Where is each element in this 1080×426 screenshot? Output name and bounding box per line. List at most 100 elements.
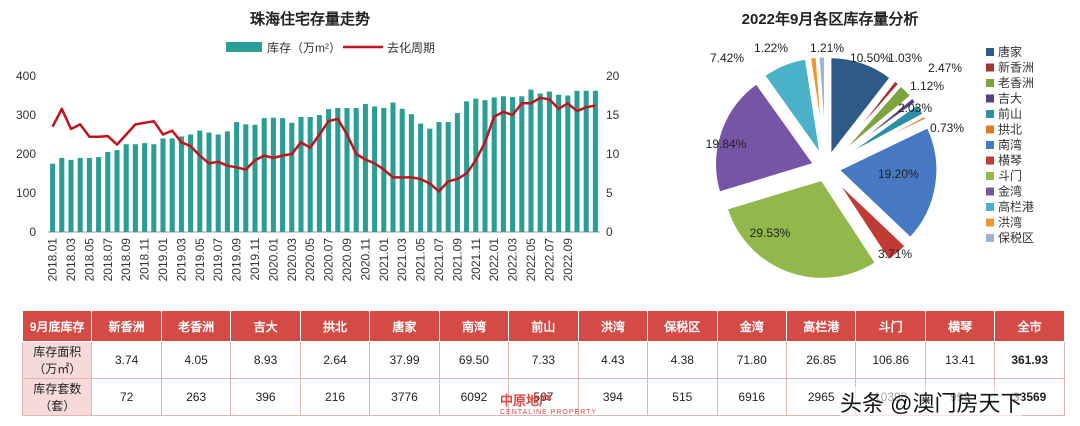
pie-legend-label: 洪湾 [998,215,1022,230]
table-cell: 7.33 [508,341,579,379]
x-tick-label: 2020.09 [340,238,354,282]
stock-bar [298,116,304,232]
table-cell: 2.64 [299,341,371,379]
stock-bar [344,107,350,232]
table-cell: 394 [577,378,649,416]
x-tick-label: 2021.07 [432,238,446,282]
logo-subtext: CENTALINE PROPERTY [500,409,598,416]
table-cell: 72 [91,378,162,416]
stock-bar [583,90,589,232]
x-tick-label: 2019.05 [193,238,207,282]
stock-bar [151,144,157,232]
table-header-cell: 吉大 [230,310,301,342]
stock-bar [592,90,598,232]
table-header-cell: 高栏港 [785,310,857,342]
stock-bar [510,97,516,232]
table-cell: 13.41 [924,341,996,379]
stock-bar [427,128,433,232]
table-header-cell: 全市 [994,310,1065,342]
stock-bar [316,115,322,232]
pie-legend-label: 唐家 [998,44,1022,59]
district-pie-chart: 2022年9月各区库存量分析 10.50%1.03% 2.47% 1.12% 2.03… [706,10,1034,281]
stock-bar [178,136,184,232]
stock-bar [59,157,65,232]
table-cell: 71.80 [716,341,787,379]
stock-bar [160,138,166,232]
stock-bar [326,109,332,232]
stock-bar [188,134,194,232]
stock-bar [362,104,368,232]
x-tick-label: 2022.01 [487,238,501,282]
pie-slice-label: 2.03% [898,101,932,115]
table-cell: 4.38 [647,341,718,379]
stock-bar [500,96,506,232]
stock-bar [169,138,175,232]
pie-slice [724,177,879,281]
pie-legend-swatch [986,110,994,118]
stock-bar [114,150,120,232]
pie-legend-swatch [986,141,994,149]
x-tick-label: 2019.11 [248,238,262,281]
pie-legend-label: 保税区 [998,231,1034,245]
table-cell: 4.43 [577,341,649,379]
x-tick-label: 2021.05 [414,238,428,282]
x-tick-label: 2021.11 [469,238,483,281]
stock-bar [123,144,129,232]
x-tick-label: 2019.01 [156,238,170,282]
turnover-line-path [51,96,596,193]
stock-bar [353,107,359,232]
stock-bar [546,91,552,232]
table-header-cell: 洪湾 [577,310,649,342]
pie-slice-label: 0.73% [930,121,964,135]
pie-legend-label: 拱北 [998,123,1022,137]
stock-bar [252,124,258,232]
stock-bar [408,114,414,232]
legend-bar-label: 库存（万m²） [267,40,341,55]
y-left-tick: 300 [16,108,36,122]
table-cell: 6916 [716,378,787,416]
stock-bar [390,102,396,233]
table-cell: 37.99 [369,341,440,379]
stock-bar [197,130,203,232]
x-tick-label: 2020.03 [285,238,299,282]
legend-line-label: 去化周期 [387,41,435,55]
table-body: 库存面积（万㎡） 3.74 4.05 8.93 2.64 37.99 69.50 7.33 4.… [21,341,1065,416]
pie-slice-label: 10.50% [850,51,891,65]
stock-bar [105,152,111,232]
x-tick-label: 2020.11 [358,238,372,281]
pie-legend-swatch [986,187,994,196]
x-tick-label: 2021.09 [450,238,464,282]
pie-legend-label: 金湾 [998,184,1022,199]
source-credit: 头条 @澳门房天下 [840,386,1023,418]
x-tick-label: 2018.01 [46,238,60,282]
pie-slice-label: 3.71% [878,247,912,261]
stock-trend-legend: 库存（万m²） 去化周期 [226,40,435,55]
stock-bar [454,113,460,232]
pie-slice [713,80,818,196]
centaline-logo: 中原地产 CENTALINE PROPERTY [500,390,597,416]
stock-bar [519,96,525,232]
stock-bar [491,97,497,232]
x-tick-label: 2020.01 [266,238,280,282]
stock-bar [206,132,212,232]
table-header-cell: 拱北 [299,310,371,342]
table-cell: 3.74 [91,341,162,379]
stock-bar [77,157,83,232]
pie-legend-label: 新香洲 [998,60,1034,75]
x-tick-label: 2018.03 [64,238,78,282]
table-cell: 3776 [369,378,440,416]
table-header-cell: 唐家 [369,310,440,342]
stock-bar [335,107,341,232]
pie-legend-label: 南湾 [998,137,1022,152]
pie-legend-label: 吉大 [998,92,1022,106]
table-cell: 396 [230,378,301,416]
stock-trend-chart: 珠海住宅存量走势 库存（万m²） 去化周期 0 100 200 300 400 0 5 10 1… [16,10,620,282]
stock-bar [399,108,405,232]
pie-legend-swatch [986,94,994,103]
x-tick-label: 2022.03 [506,238,520,282]
table-header-cell: 金湾 [716,310,787,342]
pie-slices [713,54,940,281]
pie-legend-swatch [986,63,994,72]
pie-legend-swatch [986,156,994,165]
